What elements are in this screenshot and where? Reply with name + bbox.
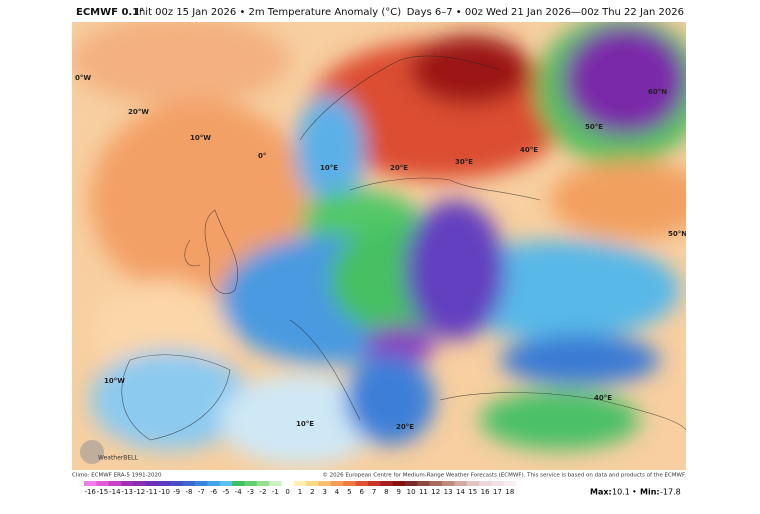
colorbar-swatch bbox=[158, 481, 171, 486]
colorbar-swatch bbox=[392, 481, 406, 486]
colorbar-label: 8 bbox=[384, 488, 388, 496]
colorbar-label: 0 bbox=[285, 488, 289, 496]
colorbar-label: 7 bbox=[372, 488, 376, 496]
colorbar-label: -14 bbox=[109, 488, 121, 496]
colorbar-swatch bbox=[491, 481, 504, 486]
grid-label: 10°E bbox=[296, 420, 314, 428]
colorbar-label: 3 bbox=[322, 488, 326, 496]
watermark: WeatherBELL bbox=[98, 455, 139, 462]
credit: © 2026 European Centre for Medium-Range … bbox=[322, 472, 686, 479]
colorbar-label: 12 bbox=[431, 488, 440, 496]
colorbar-swatch bbox=[219, 481, 233, 486]
colorbar-label: 13 bbox=[444, 488, 453, 496]
grid-label: 20°W bbox=[128, 108, 149, 116]
colorbar-label: -1 bbox=[272, 488, 279, 496]
colorbar-swatch bbox=[343, 481, 356, 486]
grid-label: 30°E bbox=[455, 158, 473, 166]
colorbar-swatch bbox=[429, 481, 443, 486]
grid-label: 40°E bbox=[594, 394, 612, 402]
colorbar-label: -10 bbox=[159, 488, 170, 496]
colorbar-swatch bbox=[269, 481, 282, 486]
colorbar-swatch bbox=[417, 481, 430, 486]
colorbar-swatch bbox=[454, 481, 467, 486]
colorbar-swatch bbox=[466, 481, 480, 486]
colorbar-swatch bbox=[195, 481, 208, 486]
colorbar-label: 10 bbox=[407, 488, 416, 496]
colorbar: -16 -15 -14 -13 -12 -11 -10 -9 -8 -7 -6 -5 -4 -3 -2 -1 0… bbox=[84, 481, 517, 496]
grid-label: 20°E bbox=[390, 164, 408, 172]
grid-label: 60°N bbox=[648, 88, 667, 96]
grid-label: 50°N bbox=[668, 230, 687, 238]
map: WeatherBELL 0°W 20°W 10°W 0° 10°E 20°E 30°E 40°… bbox=[72, 22, 687, 470]
colorbar-label: -13 bbox=[121, 488, 132, 496]
colorbar-swatch bbox=[441, 481, 455, 486]
colorbar-swatch bbox=[281, 481, 295, 486]
colorbar-swatch bbox=[207, 481, 221, 486]
separator: • bbox=[632, 488, 637, 497]
grid-label: 20°E bbox=[396, 423, 414, 431]
colorbar-swatch bbox=[306, 481, 319, 486]
colorbar-swatch bbox=[232, 481, 245, 486]
colorbar-label: 16 bbox=[481, 488, 490, 496]
colorbar-label: -2 bbox=[259, 488, 266, 496]
colorbar-label: -4 bbox=[235, 488, 243, 496]
colorbar-label: 17 bbox=[493, 488, 502, 496]
colorbar-label: -8 bbox=[185, 488, 192, 496]
colorbar-swatch bbox=[121, 481, 134, 486]
colorbar-swatch bbox=[108, 481, 122, 486]
grid-label: 40°E bbox=[520, 146, 538, 154]
colorbar-swatch bbox=[478, 481, 492, 486]
colorbar-swatch bbox=[256, 481, 270, 486]
min: -17.8 bbox=[660, 488, 681, 497]
colorbar-label: 14 bbox=[456, 488, 465, 496]
max-label: Max: bbox=[590, 488, 612, 497]
colorbar-swatch bbox=[84, 481, 97, 486]
colorbar-label: 5 bbox=[347, 488, 351, 496]
colorbar-label: 11 bbox=[419, 488, 428, 496]
colorbar-label: 1 bbox=[298, 488, 302, 496]
colorbar-swatch bbox=[380, 481, 393, 486]
colorbar-label: -7 bbox=[198, 488, 205, 496]
colorbar-swatch bbox=[404, 481, 418, 486]
valid: Days 6–7 • 00z Wed 21 Jan 2026—00z Thu 2… bbox=[407, 7, 684, 18]
colorbar-swatch bbox=[133, 481, 147, 486]
colorbar-label: -3 bbox=[247, 488, 254, 496]
colorbar-swatch bbox=[330, 481, 344, 486]
colorbar-label: -11 bbox=[146, 488, 157, 496]
colorbar-label: -6 bbox=[210, 488, 218, 496]
colorbar-label: -12 bbox=[134, 488, 145, 496]
colorbar-swatch bbox=[367, 481, 381, 486]
colorbar-label: 18 bbox=[505, 488, 514, 496]
grid-label: 50°E bbox=[585, 123, 603, 131]
climo: Climo: ECMWF ERA-5 1991-2020 bbox=[72, 473, 162, 479]
colorbar-swatch bbox=[170, 481, 184, 486]
colorbar-label: -15 bbox=[97, 488, 108, 496]
colorbar-swatch bbox=[318, 481, 332, 486]
init: Init 00z 15 Jan 2026 • 2m Temperature An… bbox=[136, 7, 401, 18]
grid-label: 10°W bbox=[104, 377, 125, 385]
colorbar-label: 4 bbox=[335, 488, 340, 496]
colorbar-swatch bbox=[293, 481, 307, 486]
colorbar-label: 9 bbox=[397, 488, 401, 496]
min-label: Min: bbox=[640, 488, 660, 497]
colorbar-swatch bbox=[244, 481, 258, 486]
grid-label: 10°E bbox=[320, 164, 338, 172]
grid-label: 0° bbox=[258, 152, 266, 160]
grid-label: 10°W bbox=[190, 134, 211, 142]
colorbar-swatch bbox=[503, 481, 517, 486]
colorbar-label: -16 bbox=[84, 488, 96, 496]
colorbar-swatch bbox=[182, 481, 196, 486]
colorbar-swatch bbox=[355, 481, 369, 486]
max: 10.1 bbox=[612, 488, 630, 497]
colorbar-label: 2 bbox=[310, 488, 314, 496]
colorbar-label: -5 bbox=[222, 488, 229, 496]
colorbar-swatch bbox=[145, 481, 159, 486]
colorbar-label: -9 bbox=[173, 488, 180, 496]
colorbar-swatch bbox=[96, 481, 109, 486]
colorbar-label: 6 bbox=[359, 488, 364, 496]
grid-label: 0°W bbox=[75, 74, 91, 82]
model: ECMWF 0.1° bbox=[76, 7, 144, 18]
colorbar-label: 15 bbox=[468, 488, 477, 496]
